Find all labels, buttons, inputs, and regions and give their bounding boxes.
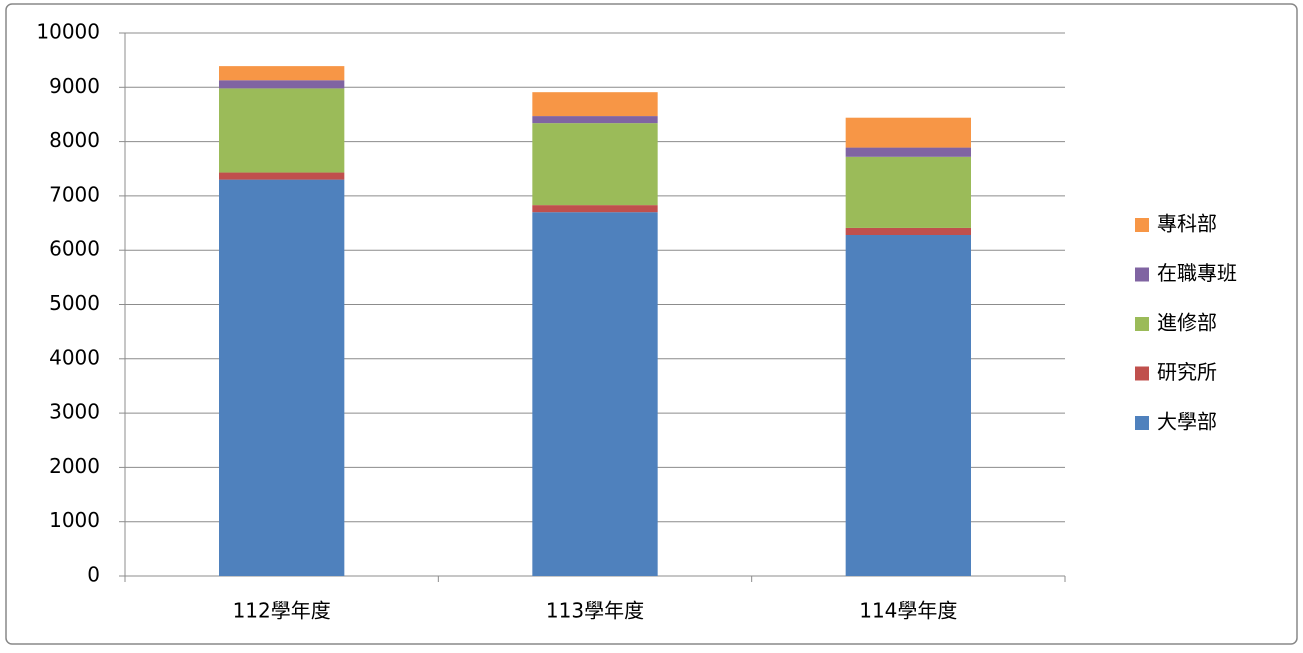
bar-segment	[532, 123, 658, 206]
legend-swatch	[1135, 317, 1149, 331]
bar-segment	[532, 116, 658, 124]
y-tick-label: 9000	[49, 74, 100, 98]
legend-label: 研究所	[1157, 360, 1217, 384]
legend-label: 大學部	[1157, 410, 1217, 434]
bar-segment	[532, 205, 658, 213]
y-tick-label: 7000	[49, 182, 100, 206]
y-tick-label: 1000	[49, 508, 100, 532]
y-tick-label: 10000	[36, 20, 100, 44]
bar-segment	[845, 227, 971, 235]
x-tick-label: 112學年度	[233, 599, 331, 623]
y-tick-label: 6000	[49, 237, 100, 261]
legend-swatch	[1135, 366, 1149, 381]
bar-segment	[532, 212, 658, 576]
bar-segment	[845, 147, 971, 157]
bar-segment	[532, 92, 658, 117]
bar-segment	[219, 80, 345, 89]
legend-label: 專科部	[1157, 212, 1217, 236]
bar-segment	[219, 172, 345, 180]
bar-segment	[219, 66, 345, 81]
legend-swatch	[1135, 218, 1149, 232]
y-tick-label: 0	[87, 563, 100, 587]
x-tick-label: 114學年度	[859, 599, 957, 623]
legend-label: 進修部	[1157, 311, 1217, 335]
y-tick-label: 8000	[49, 128, 100, 152]
bar-segment	[845, 234, 971, 576]
bar-segment	[219, 88, 345, 173]
legend-swatch	[1135, 416, 1149, 430]
y-tick-label: 3000	[49, 400, 100, 424]
y-tick-label: 2000	[49, 454, 100, 478]
y-tick-label: 4000	[49, 345, 100, 369]
bar-segment	[845, 117, 971, 148]
legend-swatch	[1135, 267, 1149, 282]
x-tick-label: 113學年度	[546, 599, 644, 623]
legend-label: 在職專班	[1157, 261, 1237, 285]
bar-segment	[845, 156, 971, 228]
bar-segment	[219, 179, 345, 577]
y-tick-label: 5000	[49, 291, 100, 315]
